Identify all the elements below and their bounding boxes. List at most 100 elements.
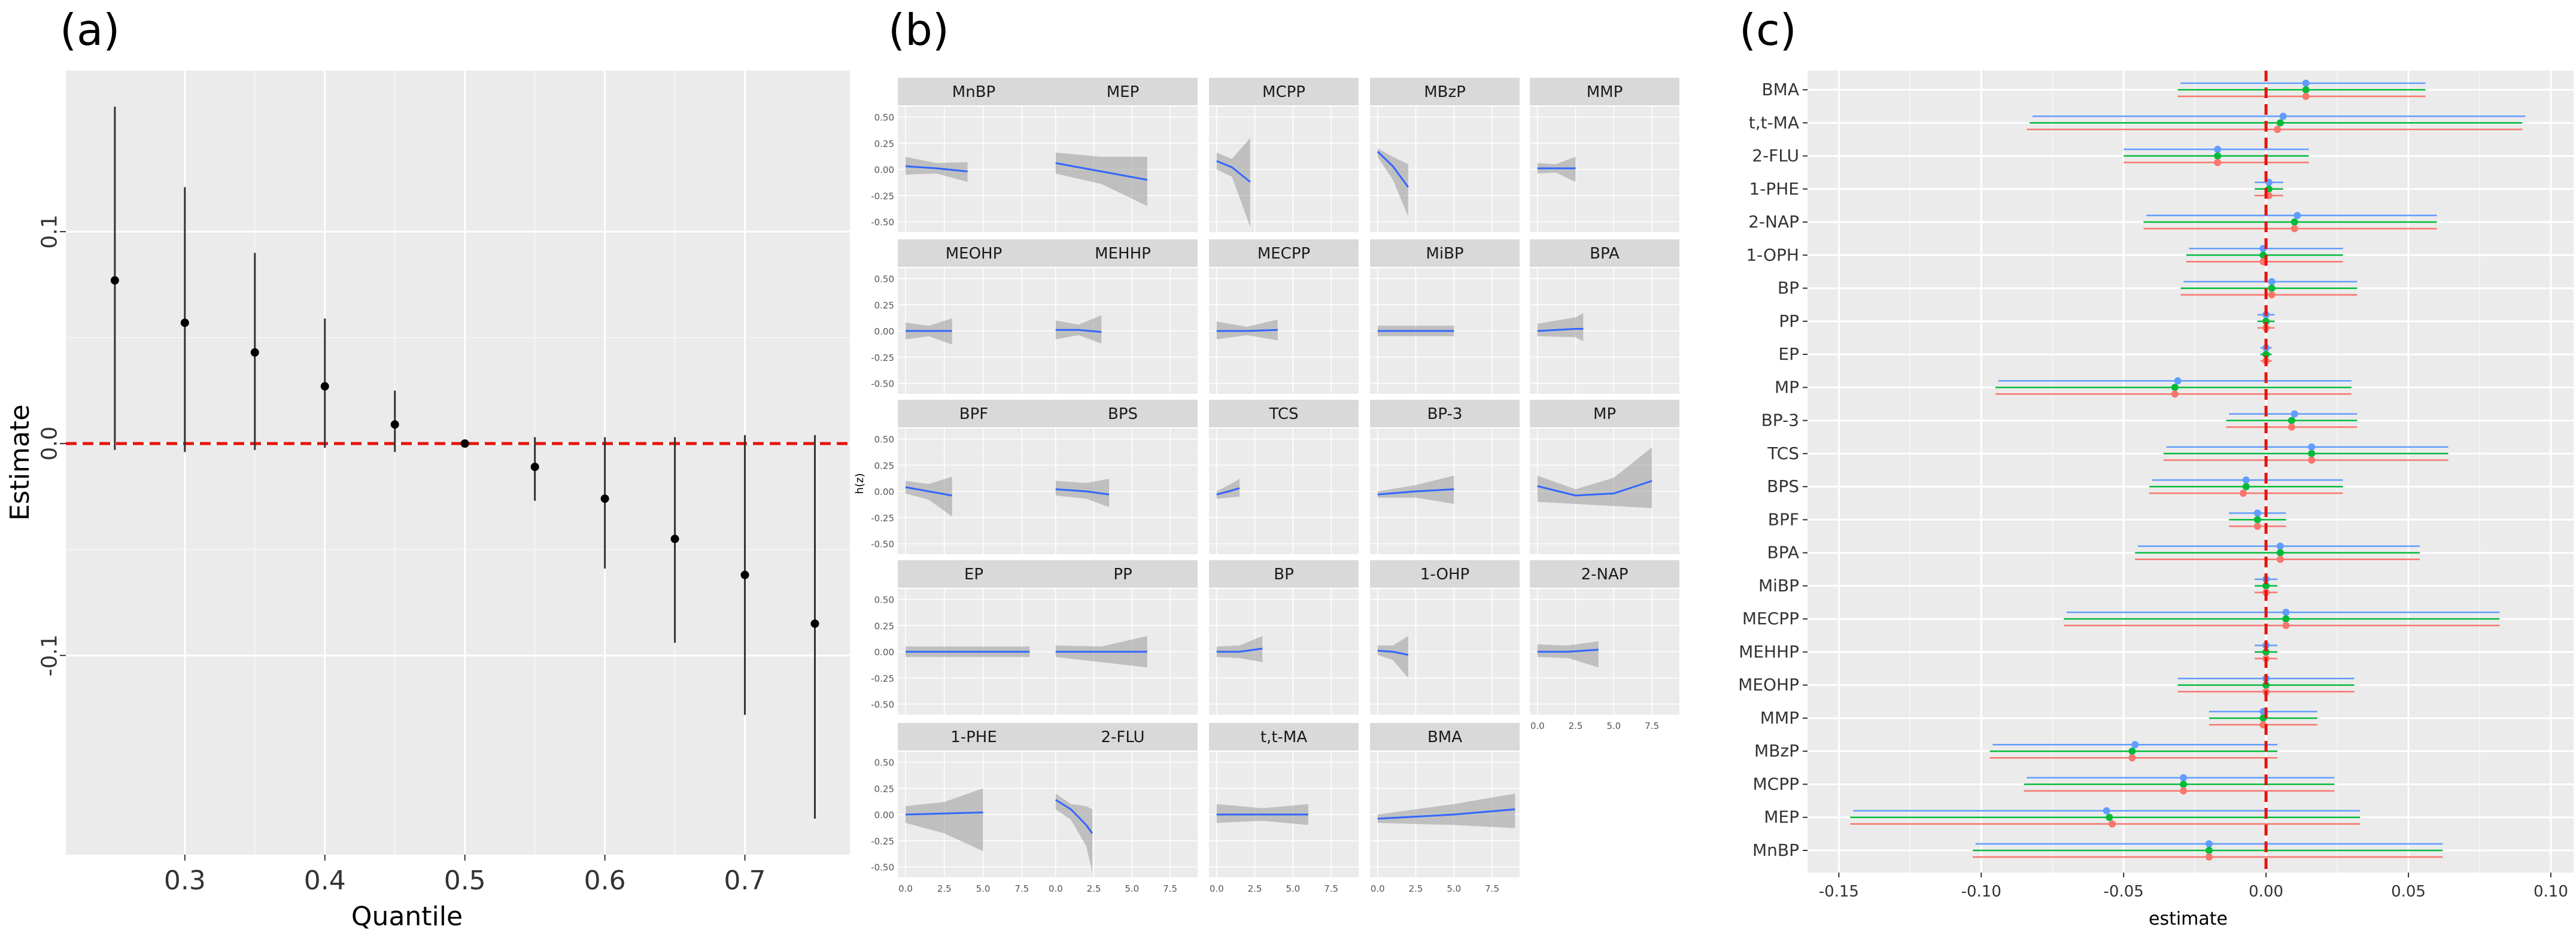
facet-strip bbox=[1370, 560, 1520, 588]
panel-a-axes: 0.3 0.4 0.5 0.6 0.7 -0.1 0.0 0.1 bbox=[38, 214, 766, 896]
facet-ci-band bbox=[1216, 138, 1250, 227]
facet-strip bbox=[1530, 560, 1679, 588]
facet-strip bbox=[1370, 239, 1520, 267]
panel-a-ylabel: Estimate bbox=[5, 405, 35, 521]
facet-x-tick-label: 5.0 bbox=[976, 883, 991, 894]
panel-c-y-tick-label: 2-NAP bbox=[1748, 212, 1799, 232]
facet-x-tick-label: 0.0 bbox=[1530, 721, 1545, 731]
panel-a-point bbox=[740, 570, 749, 579]
facet-title: BP bbox=[1274, 566, 1294, 584]
panel-c-point bbox=[2214, 159, 2222, 166]
panel-c-y-tick-label: t,t-MA bbox=[1749, 113, 1799, 132]
facet-bp: BP bbox=[1209, 560, 1359, 715]
facet-strip bbox=[1209, 78, 1359, 105]
facet-title: MMP bbox=[1587, 83, 1623, 101]
facet-mehhp: MEHHP bbox=[1048, 239, 1198, 394]
facet-x-tick-label: 0.0 bbox=[1371, 883, 1385, 894]
panel-c-point bbox=[2268, 278, 2276, 285]
facet-x-tick-label: 5.0 bbox=[1286, 883, 1300, 894]
facet-bp-3: BP-3 bbox=[1370, 400, 1520, 554]
facet-fit-line bbox=[1537, 649, 1599, 653]
panel-a-point bbox=[250, 348, 259, 357]
panel-c-y-tick-label: MEHHP bbox=[1739, 642, 1799, 661]
facet-y-tick-label: 0.25 bbox=[874, 300, 894, 311]
panel-a-point bbox=[530, 463, 539, 472]
facet-fit-line bbox=[1377, 808, 1515, 820]
panel-c-y-tick-label: EP bbox=[1778, 344, 1799, 364]
facet-x-tick-label: 2.5 bbox=[1087, 883, 1101, 894]
panel-c-y-tick-label: BPF bbox=[1768, 509, 1799, 529]
panel-c-y-tick-label: BPA bbox=[1767, 543, 1799, 563]
facet-strip bbox=[898, 78, 1050, 105]
panel-c-point bbox=[2276, 542, 2284, 550]
facet-x-tick-label: 0.0 bbox=[1049, 883, 1063, 894]
facet-mbzp: MBzP bbox=[1370, 78, 1520, 232]
facet-ci-band bbox=[1216, 636, 1263, 663]
facet-ep: EP 0.50 0.25 0.00 -0.25 -0.50 bbox=[871, 560, 1050, 715]
facet-strip bbox=[1530, 239, 1679, 267]
panel-c-y-tick-label: MiBP bbox=[1758, 576, 1799, 595]
panel-a-y-tick-label: -0.1 bbox=[38, 634, 62, 676]
panel-c-plot-bg bbox=[1808, 71, 2574, 873]
facet-x-tick-label: 5.0 bbox=[1125, 883, 1139, 894]
panel-c-point bbox=[2291, 410, 2298, 418]
facet-2-nap: 2-NAP 0.0 2.5 5.0 7.5 bbox=[1530, 560, 1679, 731]
panel-c-point bbox=[2308, 449, 2316, 457]
facet-ci-band bbox=[1055, 153, 1147, 206]
panel-a-marks bbox=[66, 107, 850, 819]
facet-y-tick-label: 0.00 bbox=[874, 810, 894, 821]
panel-a-point bbox=[390, 420, 399, 429]
facet-title: 2-NAP bbox=[1581, 566, 1629, 584]
panel-a-point bbox=[600, 494, 609, 503]
facet-y-tick-label: -0.50 bbox=[871, 862, 894, 873]
panel-c-y-tick-label: BP bbox=[1778, 278, 1799, 298]
panel-c-y-tick-label: BP-3 bbox=[1761, 411, 1799, 430]
facet-title: MBzP bbox=[1424, 83, 1466, 101]
panel-c-y-tick-label: 1-PHE bbox=[1749, 179, 1799, 199]
facet-x-tick-label: 7.5 bbox=[1014, 883, 1029, 894]
panel-c-point bbox=[2276, 555, 2284, 563]
panel-a-label: (a) bbox=[60, 5, 120, 55]
panel-a-point bbox=[110, 276, 119, 285]
panel-b-label: (b) bbox=[888, 5, 949, 55]
facet-y-tick-label: 0.25 bbox=[874, 621, 894, 631]
panel-a-x-tick-label: 0.3 bbox=[164, 865, 206, 896]
facet-ci-band bbox=[1537, 157, 1576, 182]
facet-title: MCPP bbox=[1262, 83, 1305, 101]
facet-y-tick-label: 0.25 bbox=[874, 138, 894, 149]
panel-c-y-tick-label: MBzP bbox=[1754, 741, 1799, 761]
facet-title: PP bbox=[1113, 566, 1132, 584]
panel-c-point bbox=[2214, 152, 2222, 160]
facet-ci-band bbox=[905, 788, 983, 852]
panel-c-point bbox=[2109, 820, 2116, 828]
facet-x-tick-label: 7.5 bbox=[1324, 883, 1338, 894]
panel-c: (c) -0.15 -0.10 -0.05 0.00 0.05 0.10 BMA t,t-MA… bbox=[1738, 5, 2574, 929]
facet-y-tick-label: 0.25 bbox=[874, 783, 894, 794]
facet-y-tick-label: 0.50 bbox=[874, 274, 894, 285]
facet-strip bbox=[1209, 560, 1359, 588]
facet-x-tick-label: 7.5 bbox=[1645, 721, 1659, 731]
facet-strip bbox=[1048, 560, 1198, 588]
facet-title: MEP bbox=[1107, 83, 1140, 101]
panel-c-point bbox=[2268, 284, 2276, 292]
facet-y-tick-label: -0.25 bbox=[871, 513, 894, 524]
facet-bpf: BPF 0.50 0.25 0.00 -0.25 -0.50 bbox=[871, 400, 1050, 554]
facet-mnbp: MnBP 0.50 0.25 0.00 -0.25 -0.50 bbox=[871, 78, 1050, 232]
facet-strip bbox=[1370, 78, 1520, 105]
panel-b-ylabel: h(z) bbox=[853, 473, 866, 494]
panel-c-y-tick-label: MP bbox=[1775, 377, 1799, 397]
facet-strip bbox=[1209, 400, 1359, 427]
facet-ci-band bbox=[1537, 313, 1584, 342]
facet-fit-line bbox=[1216, 160, 1251, 183]
facet-strip bbox=[1209, 723, 1359, 750]
facet-ci-band bbox=[905, 157, 968, 182]
facet-fit-line bbox=[905, 165, 968, 172]
facet-mp: MP bbox=[1530, 400, 1679, 554]
facet-x-tick-label: 5.0 bbox=[1606, 721, 1621, 731]
facet-strip bbox=[898, 723, 1050, 750]
facet-title: MP bbox=[1593, 405, 1616, 423]
facet-title: MiBP bbox=[1426, 245, 1463, 263]
panel-c-point bbox=[2276, 119, 2284, 127]
panel-c-point bbox=[2128, 754, 2136, 762]
